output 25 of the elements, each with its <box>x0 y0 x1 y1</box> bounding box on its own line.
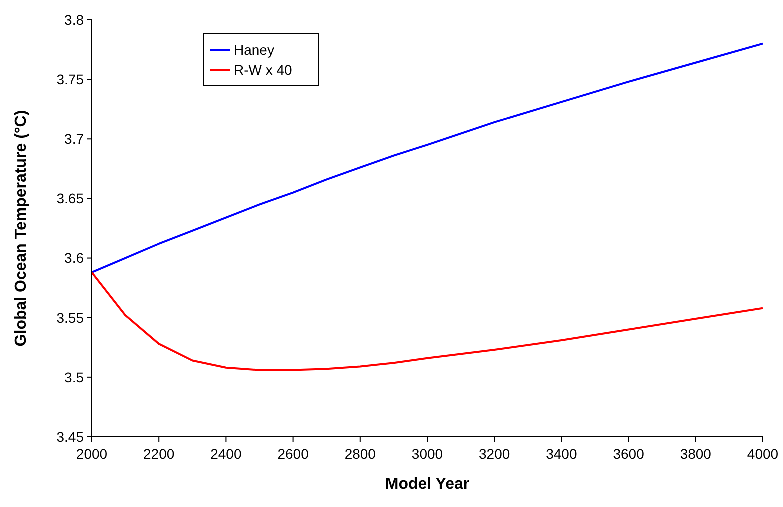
x-tick-label: 2800 <box>344 446 376 462</box>
x-tick-label: 2000 <box>76 446 108 462</box>
y-tick-label: 3.6 <box>64 250 84 266</box>
y-tick-label: 3.8 <box>64 12 84 28</box>
x-axis-title: Model Year <box>385 476 470 493</box>
line-series <box>91 272 764 372</box>
x-tick-label: 3200 <box>479 446 510 462</box>
y-axis-title: Global Ocean Temperature (°C) <box>13 110 30 347</box>
x-tick-label: 3600 <box>613 446 645 462</box>
y-tick-label: 3.55 <box>56 310 84 326</box>
legend-label: R-W x 40 <box>234 62 293 78</box>
x-tick-label: 3400 <box>546 446 578 462</box>
legend-label: Haney <box>234 42 274 58</box>
y-tick-label: 3.5 <box>64 369 84 386</box>
x-tick-label: 2600 <box>278 446 310 462</box>
y-tick-label: 3.65 <box>56 190 84 207</box>
line-series <box>91 42 764 274</box>
y-tick-label: 3.75 <box>56 71 84 88</box>
x-tick-label: 4000 <box>747 446 779 462</box>
x-tick-label: 2400 <box>210 446 242 462</box>
x-tick-label: 3800 <box>680 446 712 462</box>
x-tick-label: 2200 <box>144 446 175 462</box>
y-tick-label: 3.45 <box>56 428 84 445</box>
y-tick-label: 3.7 <box>64 131 84 148</box>
x-tick-label: 3000 <box>412 446 444 462</box>
